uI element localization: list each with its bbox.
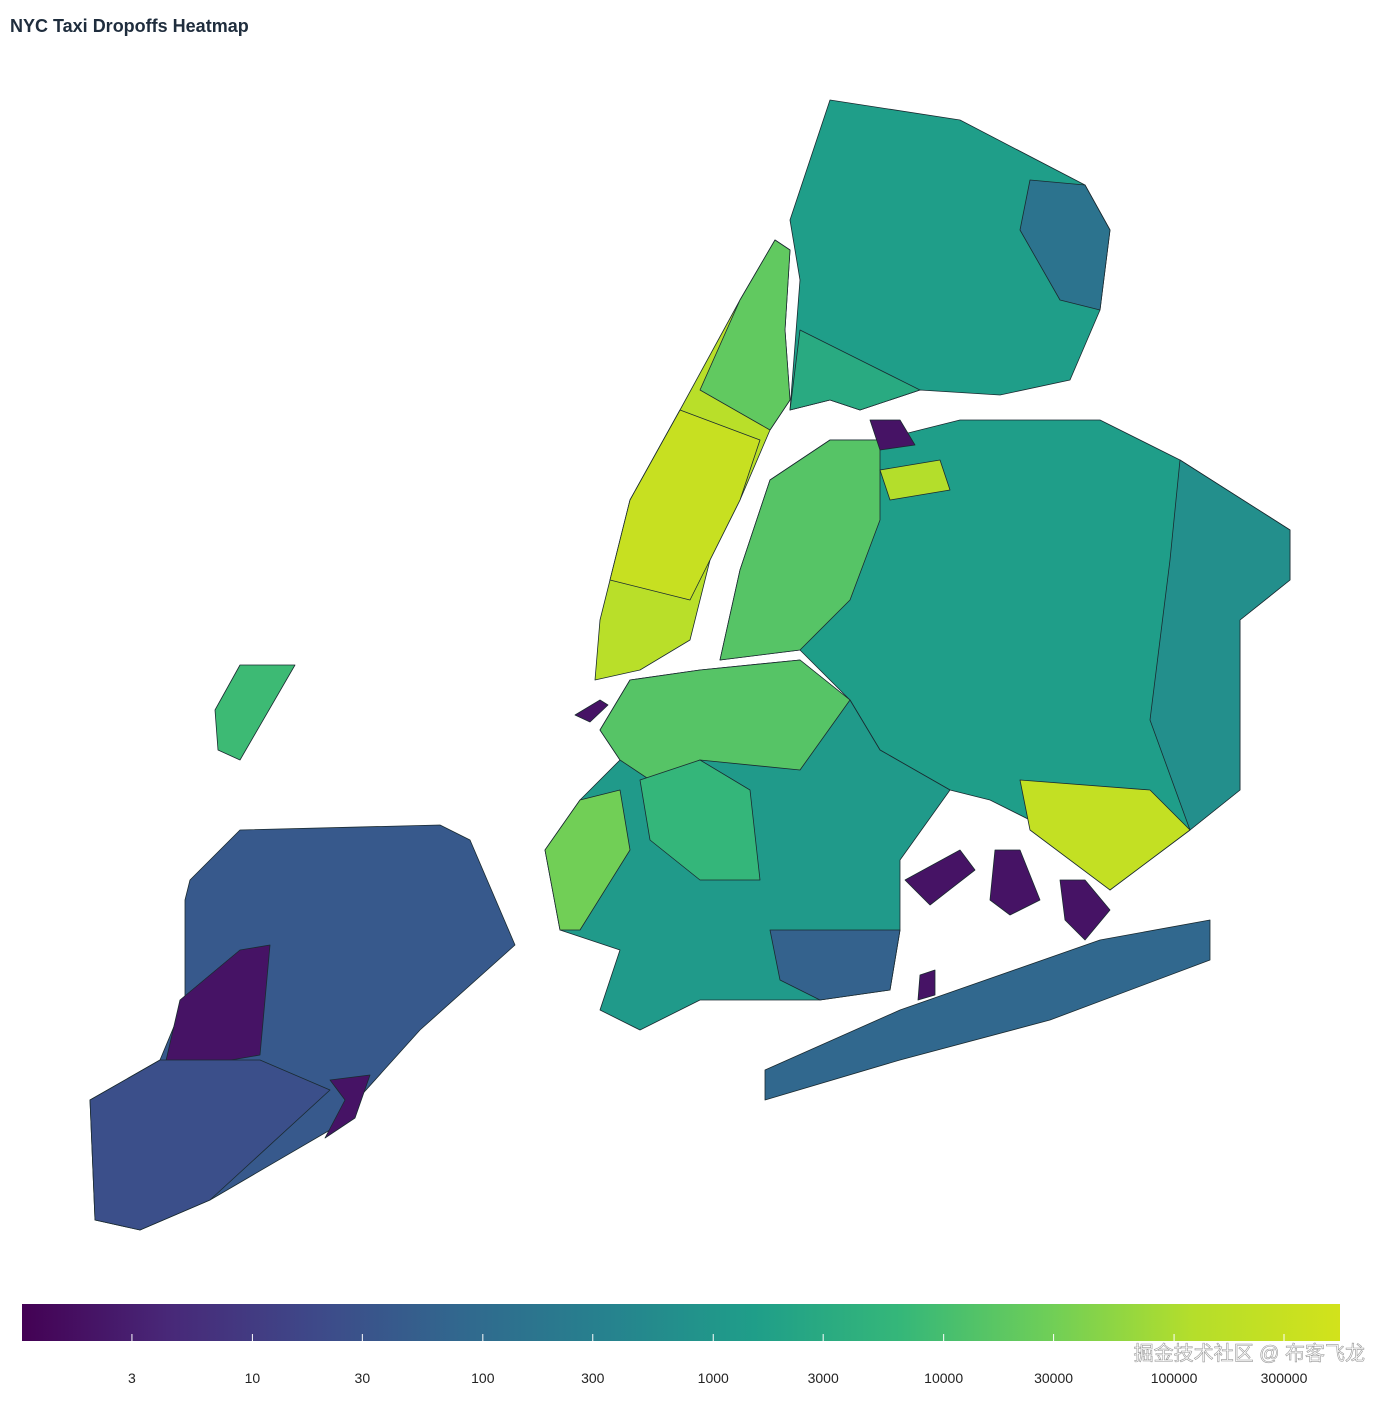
zone xyxy=(89,1059,331,1231)
zone xyxy=(639,759,761,881)
colorbar-tick-label: 100 xyxy=(471,1370,495,1386)
colorbar-tick-label: 300 xyxy=(581,1370,605,1386)
zone xyxy=(1019,779,1191,891)
colorbar-tick-label: 10000 xyxy=(924,1370,963,1386)
watermark: 掘金技术社区 @ 布客飞龙 xyxy=(1134,1342,1365,1365)
zone xyxy=(769,929,901,1001)
zone xyxy=(869,419,916,451)
zone xyxy=(599,659,851,781)
colorbar-tick-label: 300000 xyxy=(1261,1370,1308,1386)
zone xyxy=(214,664,296,761)
zone xyxy=(917,969,936,1001)
zone xyxy=(609,409,761,601)
zone xyxy=(879,459,951,501)
zone xyxy=(1059,879,1111,941)
colorbar-tick-label: 30000 xyxy=(1034,1370,1073,1386)
zone xyxy=(989,849,1041,916)
zone xyxy=(764,919,1211,1101)
colorbar-tick-label: 1000 xyxy=(698,1370,729,1386)
colorbar xyxy=(22,1304,1340,1341)
colorbar-axis: 3 10 30 100 300 1000 3000 10000 30000 100000 30000… xyxy=(128,1334,1308,1386)
colorbar-tick-label: 30 xyxy=(355,1370,371,1386)
colorbar-tick-label: 100000 xyxy=(1151,1370,1198,1386)
zone xyxy=(719,439,881,661)
zone xyxy=(1019,179,1111,311)
zone xyxy=(324,1074,371,1139)
zone xyxy=(904,849,976,906)
colorbar-tick-label: 3000 xyxy=(808,1370,839,1386)
zone xyxy=(544,789,631,931)
chart-title: NYC Taxi Dropoffs Heatmap xyxy=(10,16,249,36)
zone xyxy=(1149,459,1291,831)
zone xyxy=(699,239,791,431)
colorbar-tick-label: 10 xyxy=(245,1370,261,1386)
zones xyxy=(89,99,1291,1231)
zone xyxy=(789,329,921,411)
colorbar-tick-label: 3 xyxy=(128,1370,136,1386)
zone xyxy=(574,699,609,723)
